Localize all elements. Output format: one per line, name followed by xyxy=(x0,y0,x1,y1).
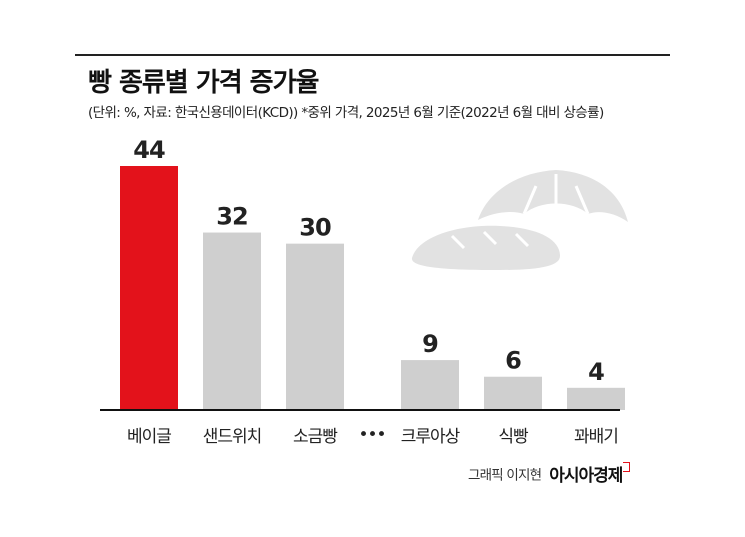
bar-value-label: 6 xyxy=(505,347,521,375)
chart-title: 빵 종류별 가격 증가율 xyxy=(88,68,319,98)
bar-6 xyxy=(567,387,625,410)
omission-dots: ••• xyxy=(358,425,385,445)
brand-logo: 아시아경제 xyxy=(549,466,623,486)
bar-value-label: 44 xyxy=(133,136,165,164)
x-tick-label: 꽈배기 xyxy=(574,427,618,447)
brand-mark-icon xyxy=(623,461,631,472)
x-tick-label: 소금빵 xyxy=(293,427,338,447)
croissant-illustration xyxy=(478,170,628,222)
bar-value-label: 32 xyxy=(216,203,247,231)
labels-group: 44 베이글 32 샌드위치 30 소금빵 9 크루아상 6 식빵 4 꽈배기 ••• xyxy=(127,136,619,447)
x-tick-label: 식빵 xyxy=(498,427,529,447)
chart-subtitle: (단위: %, 자료: 한국신용데이터(KCD)) *중위 가격, 2025년 … xyxy=(88,105,604,121)
bar-2 xyxy=(203,232,261,410)
bar-value-label: 4 xyxy=(588,358,604,386)
bar-4 xyxy=(401,360,459,410)
x-tick-label: 샌드위치 xyxy=(203,427,262,447)
baguette-illustration xyxy=(411,225,560,270)
credit-line: 그래픽 이지현 아시아경제 xyxy=(468,461,631,486)
bars-group xyxy=(120,166,625,410)
x-tick-label: 크루아상 xyxy=(401,427,461,447)
credit-text: 그래픽 이지현 xyxy=(468,467,542,484)
bar-5 xyxy=(484,376,542,410)
x-tick-label: 베이글 xyxy=(127,427,171,447)
bar-3 xyxy=(286,243,344,410)
bread-illustration xyxy=(411,170,628,270)
top-rule xyxy=(75,54,670,56)
bar-1 xyxy=(120,166,178,410)
bar-value-label: 30 xyxy=(299,214,331,242)
bar-value-label: 9 xyxy=(422,330,438,358)
